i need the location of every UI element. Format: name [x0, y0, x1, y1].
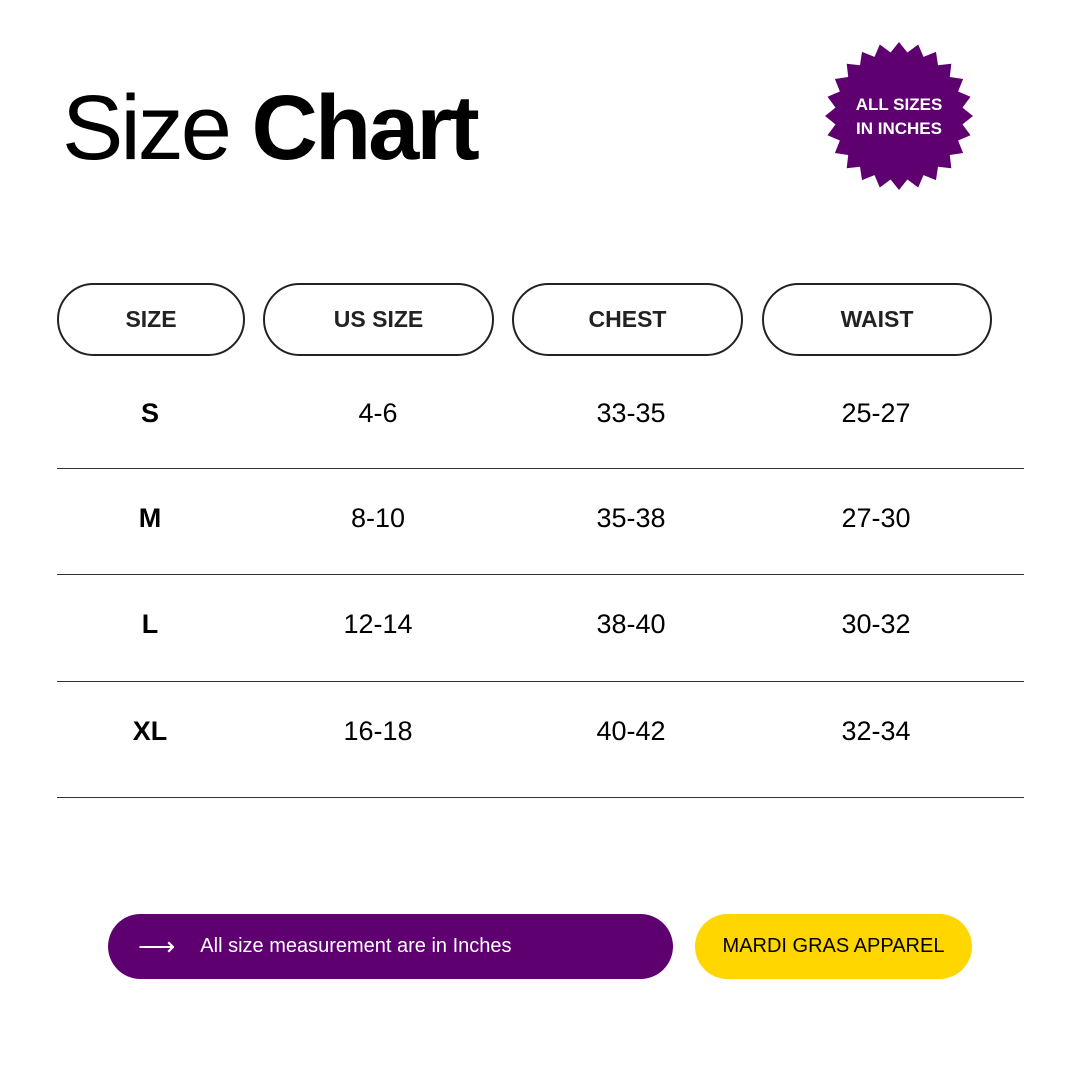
header-waist: WAIST — [762, 283, 992, 356]
arrow-right-icon: ⟶ — [138, 931, 176, 961]
inches-badge: ALL SIZES IN INCHES — [824, 41, 974, 191]
badge-line-1: ALL SIZES — [855, 95, 943, 114]
title-bold: Chart — [251, 77, 480, 179]
note-text: All size measurement are in Inches — [200, 935, 512, 957]
cell-chest: 38-40 — [596, 609, 666, 639]
page-title: Size Chart — [62, 82, 480, 174]
cell-chest: 40-42 — [596, 716, 666, 746]
cell-us-size: 4-6 — [358, 398, 398, 428]
row-divider — [57, 797, 1024, 798]
cell-chest: 35-38 — [596, 503, 666, 533]
cell-us-size: 16-18 — [343, 716, 413, 746]
brand-label: MARDI GRAS APPAREL — [695, 914, 972, 979]
row-divider — [57, 681, 1024, 682]
starburst-icon — [825, 42, 973, 190]
row-divider — [57, 574, 1024, 575]
title-light: Size — [62, 77, 232, 179]
badge-line-2: IN INCHES — [856, 119, 942, 138]
cell-waist: 30-32 — [841, 609, 911, 639]
cell-waist: 32-34 — [841, 716, 911, 746]
header-chest: CHEST — [512, 283, 743, 356]
cell-waist: 27-30 — [841, 503, 911, 533]
row-divider — [57, 468, 1024, 469]
cell-us-size: 12-14 — [343, 609, 413, 639]
cell-size: M — [138, 503, 162, 533]
cell-size: L — [141, 609, 159, 639]
measurement-note: ⟶ All size measurement are in Inches — [108, 914, 673, 979]
cell-waist: 25-27 — [841, 398, 911, 428]
cell-chest: 33-35 — [596, 398, 666, 428]
header-size: SIZE — [57, 283, 245, 356]
cell-us-size: 8-10 — [350, 503, 406, 533]
cell-size: S — [140, 398, 159, 428]
header-us-size: US SIZE — [263, 283, 494, 356]
cell-size: XL — [132, 716, 168, 746]
